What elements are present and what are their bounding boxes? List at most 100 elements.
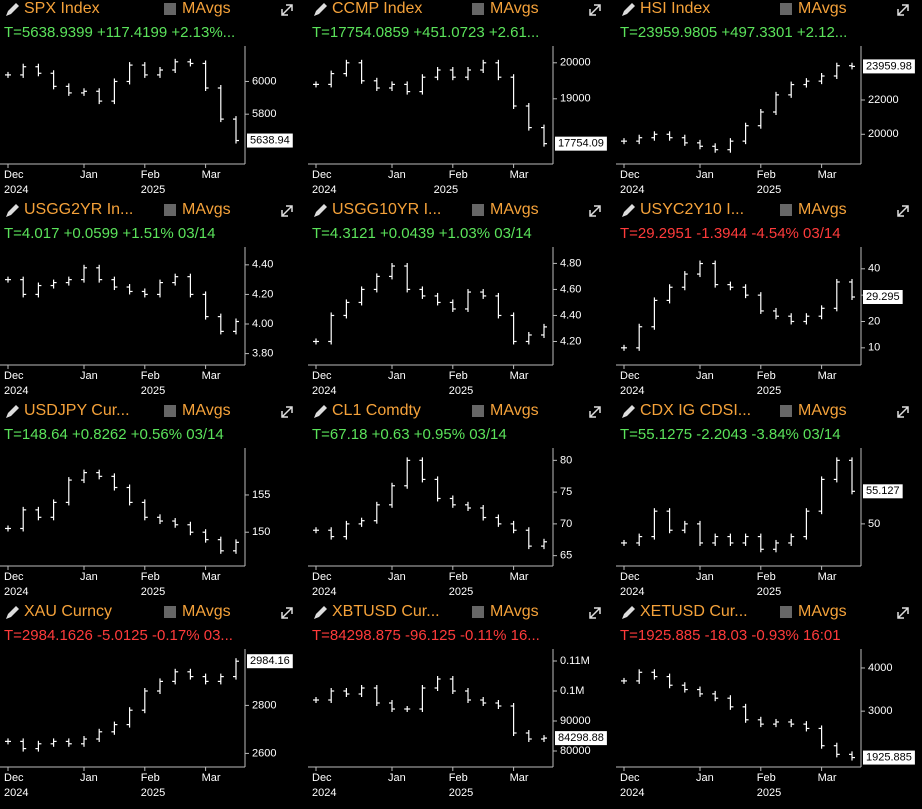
studies-label[interactable]: MAvgs	[798, 402, 847, 419]
studies-label[interactable]: MAvgs	[182, 402, 231, 419]
edit-icon[interactable]	[314, 3, 327, 16]
price-bar	[126, 484, 133, 506]
x-year-label: 2025	[449, 787, 473, 799]
edit-icon[interactable]	[622, 606, 635, 619]
x-year-label: 2024	[4, 184, 28, 196]
expand-icon[interactable]	[897, 406, 909, 418]
x-tick-label: Jan	[388, 169, 406, 181]
edit-icon[interactable]	[314, 405, 327, 418]
x-tick-label: Mar	[202, 169, 221, 181]
price-bar	[818, 476, 825, 515]
x-tick-label: Jan	[696, 169, 714, 181]
x-tick-label: Feb	[449, 772, 468, 784]
studies-checkbox[interactable]	[164, 3, 176, 15]
price-bar	[434, 292, 441, 306]
quote-line: T=148.64 +0.8262 +0.56% 03/14	[4, 426, 224, 443]
price-bar	[621, 344, 627, 351]
studies-checkbox[interactable]	[164, 204, 176, 216]
panel-title: HSI Index	[640, 0, 710, 17]
x-year-label: 2025	[449, 586, 473, 598]
edit-icon[interactable]	[314, 204, 327, 217]
studies-checkbox[interactable]	[164, 405, 176, 417]
edit-icon[interactable]	[6, 3, 19, 16]
y-tick-label: 150	[252, 526, 270, 538]
edit-icon[interactable]	[314, 606, 327, 619]
price-bar	[495, 700, 502, 709]
price-bar	[96, 264, 103, 283]
price-bar	[419, 685, 426, 712]
price-bar	[510, 312, 517, 345]
studies-checkbox[interactable]	[780, 204, 792, 216]
price-bar	[788, 718, 795, 728]
x-year-label: 2025	[449, 385, 473, 397]
studies-label[interactable]: MAvgs	[182, 0, 231, 17]
studies-label[interactable]: MAvgs	[182, 201, 231, 218]
edit-icon[interactable]	[622, 204, 635, 217]
y-tick-label: 4.40	[560, 309, 581, 321]
studies-checkbox[interactable]	[780, 606, 792, 618]
expand-icon[interactable]	[589, 406, 601, 418]
price-bar	[358, 59, 365, 84]
studies-checkbox[interactable]	[472, 606, 484, 618]
studies-checkbox[interactable]	[780, 405, 792, 417]
price-bar	[187, 521, 194, 536]
x-tick-label: Dec	[620, 370, 640, 382]
price-bar	[5, 738, 11, 745]
price-bar	[157, 514, 163, 525]
edit-icon[interactable]	[6, 204, 19, 217]
expand-icon[interactable]	[897, 607, 909, 619]
price-bar	[849, 457, 855, 495]
x-tick-label: Dec	[620, 772, 640, 784]
expand-icon[interactable]	[897, 205, 909, 217]
y-tick-label: 75	[560, 486, 572, 498]
edit-icon[interactable]	[6, 606, 19, 619]
expand-icon[interactable]	[281, 205, 293, 217]
studies-checkbox[interactable]	[472, 3, 484, 15]
price-bar	[757, 292, 764, 314]
price-bar	[480, 505, 487, 521]
price-bar	[141, 62, 148, 78]
expand-icon[interactable]	[589, 607, 601, 619]
expand-icon[interactable]	[281, 406, 293, 418]
price-bar	[465, 289, 471, 312]
expand-icon[interactable]	[589, 4, 601, 16]
price-bar	[833, 278, 840, 312]
y-tick-label: 3000	[868, 705, 892, 717]
expand-icon[interactable]	[281, 607, 293, 619]
price-bar	[96, 469, 103, 480]
panel-title: CDX IG CDSI...	[640, 402, 751, 419]
edit-icon[interactable]	[6, 405, 19, 418]
studies-label[interactable]: MAvgs	[182, 603, 231, 620]
expand-icon[interactable]	[281, 4, 293, 16]
studies-label[interactable]: MAvgs	[490, 0, 539, 17]
x-year-label: 2025	[141, 586, 165, 598]
x-tick-label: Feb	[141, 772, 160, 784]
studies-label[interactable]: MAvgs	[798, 0, 847, 17]
expand-icon[interactable]	[589, 205, 601, 217]
price-bar	[666, 284, 673, 304]
price-bar	[621, 539, 627, 546]
studies-checkbox[interactable]	[472, 405, 484, 417]
studies-checkbox[interactable]	[780, 3, 792, 15]
last-price-label: 29.295	[866, 291, 900, 303]
edit-icon[interactable]	[622, 405, 635, 418]
studies-label[interactable]: MAvgs	[798, 201, 847, 218]
studies-label[interactable]: MAvgs	[490, 402, 539, 419]
price-bar	[712, 533, 719, 546]
studies-label[interactable]: MAvgs	[490, 201, 539, 218]
studies-label[interactable]: MAvgs	[490, 603, 539, 620]
price-bar	[465, 501, 471, 511]
quote-line: T=29.2951 -1.3944 -4.54% 03/14	[620, 225, 841, 242]
quote-line: T=4.3121 +0.0439 +1.03% 03/14	[312, 225, 532, 242]
studies-label[interactable]: MAvgs	[798, 603, 847, 620]
last-price-label: 5638.94	[250, 134, 290, 146]
expand-icon[interactable]	[897, 4, 909, 16]
studies-checkbox[interactable]	[164, 606, 176, 618]
x-tick-label: Feb	[757, 169, 776, 181]
price-bar	[541, 538, 547, 550]
price-bar	[727, 138, 734, 153]
price-bar	[434, 476, 441, 502]
studies-checkbox[interactable]	[472, 204, 484, 216]
edit-icon[interactable]	[622, 3, 635, 16]
price-bar	[141, 288, 148, 298]
